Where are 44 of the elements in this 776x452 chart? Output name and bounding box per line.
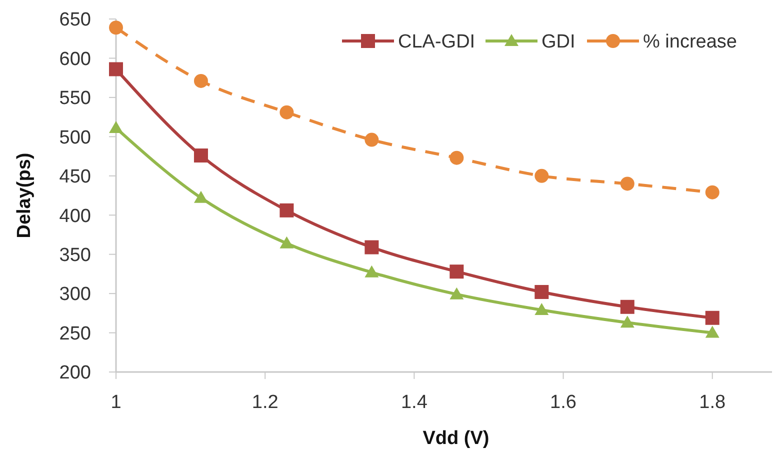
legend-label: % increase xyxy=(643,32,737,53)
point xyxy=(109,20,123,35)
point xyxy=(534,284,549,299)
x-tick-label: 1.6 xyxy=(550,392,576,413)
point xyxy=(705,185,720,200)
point xyxy=(620,176,634,191)
y-tick-label: 600 xyxy=(59,48,91,70)
point xyxy=(364,240,379,254)
y-tick-label: 450 xyxy=(59,166,91,188)
point xyxy=(534,168,549,183)
point xyxy=(280,105,294,120)
x-tick-label: 1.2 xyxy=(252,392,278,413)
y-tick-label: 400 xyxy=(59,206,91,227)
x-tick-label: 1.8 xyxy=(699,392,726,413)
point xyxy=(364,265,379,278)
point xyxy=(620,316,634,328)
y-axis-title: Delay(ps) xyxy=(14,152,35,238)
point xyxy=(280,203,294,218)
point xyxy=(534,303,549,316)
point xyxy=(620,300,634,314)
point xyxy=(194,148,208,162)
y-tick-label: 500 xyxy=(59,127,91,148)
y-tick-label: 650 xyxy=(59,10,91,31)
point xyxy=(705,310,720,325)
point xyxy=(450,264,464,279)
y-tick-label: 200 xyxy=(59,362,91,384)
y-tick-label: 350 xyxy=(59,244,91,266)
y-tick-label: 550 xyxy=(59,88,91,110)
point xyxy=(705,326,720,338)
legend-label: GDI xyxy=(542,32,576,53)
x-axis-title: Vdd (V) xyxy=(422,428,490,449)
point xyxy=(109,62,123,76)
y-tick-label: 250 xyxy=(59,323,91,344)
legend-label: CLA-GDI xyxy=(398,32,476,53)
point xyxy=(450,287,464,300)
y-tick-label: 300 xyxy=(59,284,91,306)
x-tick-label: 1.4 xyxy=(400,392,428,413)
x-tick-label: 1 xyxy=(110,392,122,413)
point xyxy=(364,132,379,147)
point xyxy=(109,121,123,134)
point xyxy=(450,150,464,165)
point xyxy=(194,74,208,88)
point xyxy=(194,190,208,203)
point xyxy=(280,236,294,248)
